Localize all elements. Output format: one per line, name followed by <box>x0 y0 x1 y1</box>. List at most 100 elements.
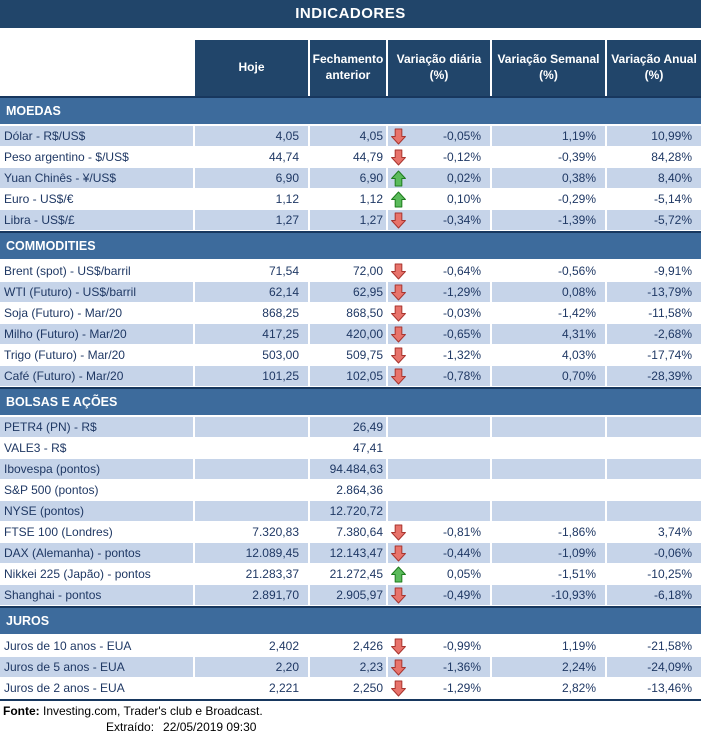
variacao-diaria-value: -0,49% <box>442 588 481 602</box>
variacao-diaria-value: -0,99% <box>442 639 481 653</box>
cell-variacao-diaria: -0,03% <box>386 303 490 324</box>
cell-variacao-semanal <box>490 417 605 438</box>
table-header-row: Hoje Fechamento anterior Variação diária… <box>0 40 701 96</box>
arrow-up-icon <box>391 191 406 208</box>
table-row: Peso argentino - $/US$ 44,74 44,79 -0,12% -0… <box>0 147 701 168</box>
row-label: Dólar - R$/US$ <box>0 126 193 147</box>
cell-hoje: 2,221 <box>193 678 308 699</box>
arrow-down-icon <box>391 545 406 562</box>
cell-hoje: 503,00 <box>193 345 308 366</box>
cell-variacao-diaria: 0,10% <box>386 189 490 210</box>
cell-fechamento-anterior: 44,79 <box>308 147 386 168</box>
section-header: COMMODITIES <box>0 231 701 261</box>
cell-variacao-diaria: 0,05% <box>386 564 490 585</box>
table-row: FTSE 100 (Londres) 7.320,83 7.380,64 -0,81%… <box>0 522 701 543</box>
arrow-down-icon <box>391 305 406 322</box>
cell-fechamento-anterior: 12.143,47 <box>308 543 386 564</box>
page-title: INDICADORES <box>0 0 701 28</box>
cell-hoje: 1,27 <box>193 210 308 231</box>
cell-hoje: 62,14 <box>193 282 308 303</box>
cell-variacao-semanal: 2,24% <box>490 657 605 678</box>
cell-variacao-diaria: 0,02% <box>386 168 490 189</box>
cell-variacao-anual <box>605 438 701 459</box>
arrow-down-icon <box>391 638 406 655</box>
arrow-down-icon <box>391 680 406 697</box>
table-row: Brent (spot) - US$/barril 71,54 72,00 -0,64… <box>0 261 701 282</box>
row-label: Juros de 2 anos - EUA <box>0 678 193 699</box>
cell-variacao-diaria: -1,29% <box>386 282 490 303</box>
cell-variacao-diaria: -0,49% <box>386 585 490 606</box>
column-header-variacao-diaria: Variação diária (%) <box>386 40 490 96</box>
table-row: Juros de 10 anos - EUA 2,402 2,426 -0,99% 1,… <box>0 636 701 657</box>
cell-variacao-semanal: -0,56% <box>490 261 605 282</box>
arrow-up-icon <box>391 170 406 187</box>
row-label: Juros de 10 anos - EUA <box>0 636 193 657</box>
row-label: Café (Futuro) - Mar/20 <box>0 366 193 387</box>
row-label: WTI (Futuro) - US$/barril <box>0 282 193 303</box>
variacao-diaria-value: -0,78% <box>442 369 481 383</box>
cell-fechamento-anterior: 2,23 <box>308 657 386 678</box>
table-row: Ibovespa (pontos) 94.484,63 <box>0 459 701 480</box>
cell-fechamento-anterior: 26,49 <box>308 417 386 438</box>
cell-variacao-anual: -21,58% <box>605 636 701 657</box>
header-spacer <box>0 40 193 96</box>
table-row: Café (Futuro) - Mar/20 101,25 102,05 -0,78%… <box>0 366 701 387</box>
cell-variacao-semanal: 0,70% <box>490 366 605 387</box>
variacao-diaria-value: -0,05% <box>442 129 481 143</box>
arrow-up-icon <box>391 566 406 583</box>
variacao-diaria-value: -1,32% <box>442 348 481 362</box>
table-row: Dólar - R$/US$ 4,05 4,05 -0,05% 1,19% 10,99% <box>0 126 701 147</box>
table-row: VALE3 - R$ 47,41 <box>0 438 701 459</box>
table-row: Nikkei 225 (Japão) - pontos 21.283,37 21.2… <box>0 564 701 585</box>
table-row: Trigo (Futuro) - Mar/20 503,00 509,75 -1,32… <box>0 345 701 366</box>
arrow-down-icon <box>391 347 406 364</box>
cell-hoje <box>193 459 308 480</box>
row-label: Shanghai - pontos <box>0 585 193 606</box>
table-row: Yuan Chinês - ¥/US$ 6,90 6,90 0,02% 0,38% 8,4… <box>0 168 701 189</box>
arrow-down-icon <box>391 263 406 280</box>
cell-variacao-diaria: -1,29% <box>386 678 490 699</box>
row-label: Nikkei 225 (Japão) - pontos <box>0 564 193 585</box>
arrow-down-icon <box>391 524 406 541</box>
source-text: Investing.com, Trader's club e Broadcast… <box>39 704 263 718</box>
arrow-down-icon <box>391 587 406 604</box>
arrow-down-icon <box>391 326 406 343</box>
cell-variacao-anual: -5,14% <box>605 189 701 210</box>
cell-variacao-semanal: 1,19% <box>490 636 605 657</box>
column-header-fechamento-anterior: Fechamento anterior <box>308 40 386 96</box>
extraction-note: Extraído: 22/05/2019 09:30 <box>0 720 701 734</box>
cell-variacao-anual <box>605 417 701 438</box>
cell-variacao-semanal: -1,09% <box>490 543 605 564</box>
table-bottom-border <box>0 699 701 701</box>
row-label: Juros de 5 anos - EUA <box>0 657 193 678</box>
cell-variacao-diaria: -0,81% <box>386 522 490 543</box>
cell-fechamento-anterior: 72,00 <box>308 261 386 282</box>
cell-fechamento-anterior: 94.484,63 <box>308 459 386 480</box>
cell-fechamento-anterior: 102,05 <box>308 366 386 387</box>
cell-variacao-semanal: -0,29% <box>490 189 605 210</box>
cell-hoje: 6,90 <box>193 168 308 189</box>
variacao-diaria-value: -0,81% <box>442 525 481 539</box>
cell-variacao-anual <box>605 459 701 480</box>
cell-variacao-semanal: -1,42% <box>490 303 605 324</box>
arrow-down-icon <box>391 149 406 166</box>
cell-hoje <box>193 501 308 522</box>
cell-variacao-diaria: -0,34% <box>386 210 490 231</box>
cell-variacao-anual <box>605 480 701 501</box>
row-label: Ibovespa (pontos) <box>0 459 193 480</box>
cell-hoje: 2,402 <box>193 636 308 657</box>
cell-hoje: 71,54 <box>193 261 308 282</box>
cell-variacao-diaria: -0,44% <box>386 543 490 564</box>
cell-variacao-diaria <box>386 501 490 522</box>
row-label: DAX (Alemanha) - pontos <box>0 543 193 564</box>
cell-variacao-semanal: 0,08% <box>490 282 605 303</box>
arrow-down-icon <box>391 284 406 301</box>
table-row: S&P 500 (pontos) 2.864,36 <box>0 480 701 501</box>
row-label: Peso argentino - $/US$ <box>0 147 193 168</box>
cell-variacao-anual: -9,91% <box>605 261 701 282</box>
table-body: MOEDAS Dólar - R$/US$ 4,05 4,05 -0,05% 1,19% 1… <box>0 96 701 699</box>
cell-fechamento-anterior: 1,27 <box>308 210 386 231</box>
cell-variacao-diaria <box>386 459 490 480</box>
cell-fechamento-anterior: 2,250 <box>308 678 386 699</box>
